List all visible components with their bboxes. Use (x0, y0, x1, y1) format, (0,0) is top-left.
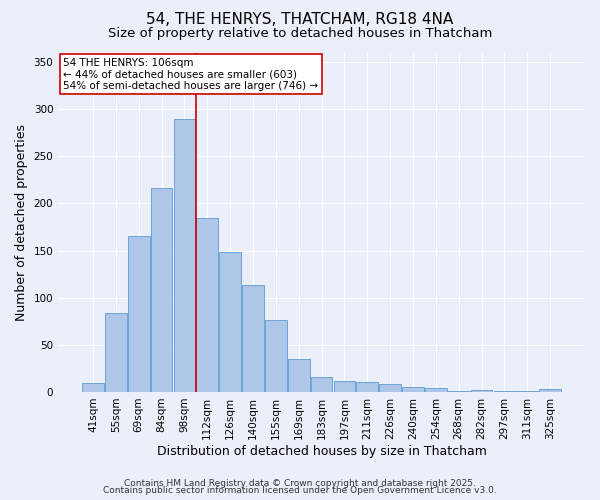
Bar (425, 388, 447, 392)
Text: Contains HM Land Registry data © Crown copyright and database right 2025.: Contains HM Land Registry data © Crown c… (124, 478, 476, 488)
Text: 54, THE HENRYS, THATCHAM, RG18 4NA: 54, THE HENRYS, THATCHAM, RG18 4NA (146, 12, 454, 28)
Bar (173, 118, 195, 392)
Bar (128, 236, 149, 392)
Bar (517, 391, 538, 392)
Bar (288, 359, 310, 392)
Bar (82, 382, 104, 392)
Bar (379, 384, 401, 392)
Bar (105, 313, 127, 392)
Bar (334, 380, 355, 392)
Bar (242, 286, 264, 392)
Text: Contains public sector information licensed under the Open Government Licence v3: Contains public sector information licen… (103, 486, 497, 495)
Bar (539, 389, 561, 392)
Y-axis label: Number of detached properties: Number of detached properties (15, 124, 28, 320)
Bar (494, 391, 515, 392)
Bar (151, 188, 172, 392)
Bar (196, 218, 218, 392)
Text: Size of property relative to detached houses in Thatcham: Size of property relative to detached ho… (108, 28, 492, 40)
Bar (448, 391, 470, 392)
Bar (311, 377, 332, 392)
Bar (219, 252, 241, 392)
Bar (356, 382, 378, 392)
Bar (265, 320, 287, 392)
Bar (402, 387, 424, 392)
Text: 54 THE HENRYS: 106sqm
← 44% of detached houses are smaller (603)
54% of semi-det: 54 THE HENRYS: 106sqm ← 44% of detached … (64, 58, 319, 91)
Bar (471, 390, 493, 392)
X-axis label: Distribution of detached houses by size in Thatcham: Distribution of detached houses by size … (157, 444, 487, 458)
